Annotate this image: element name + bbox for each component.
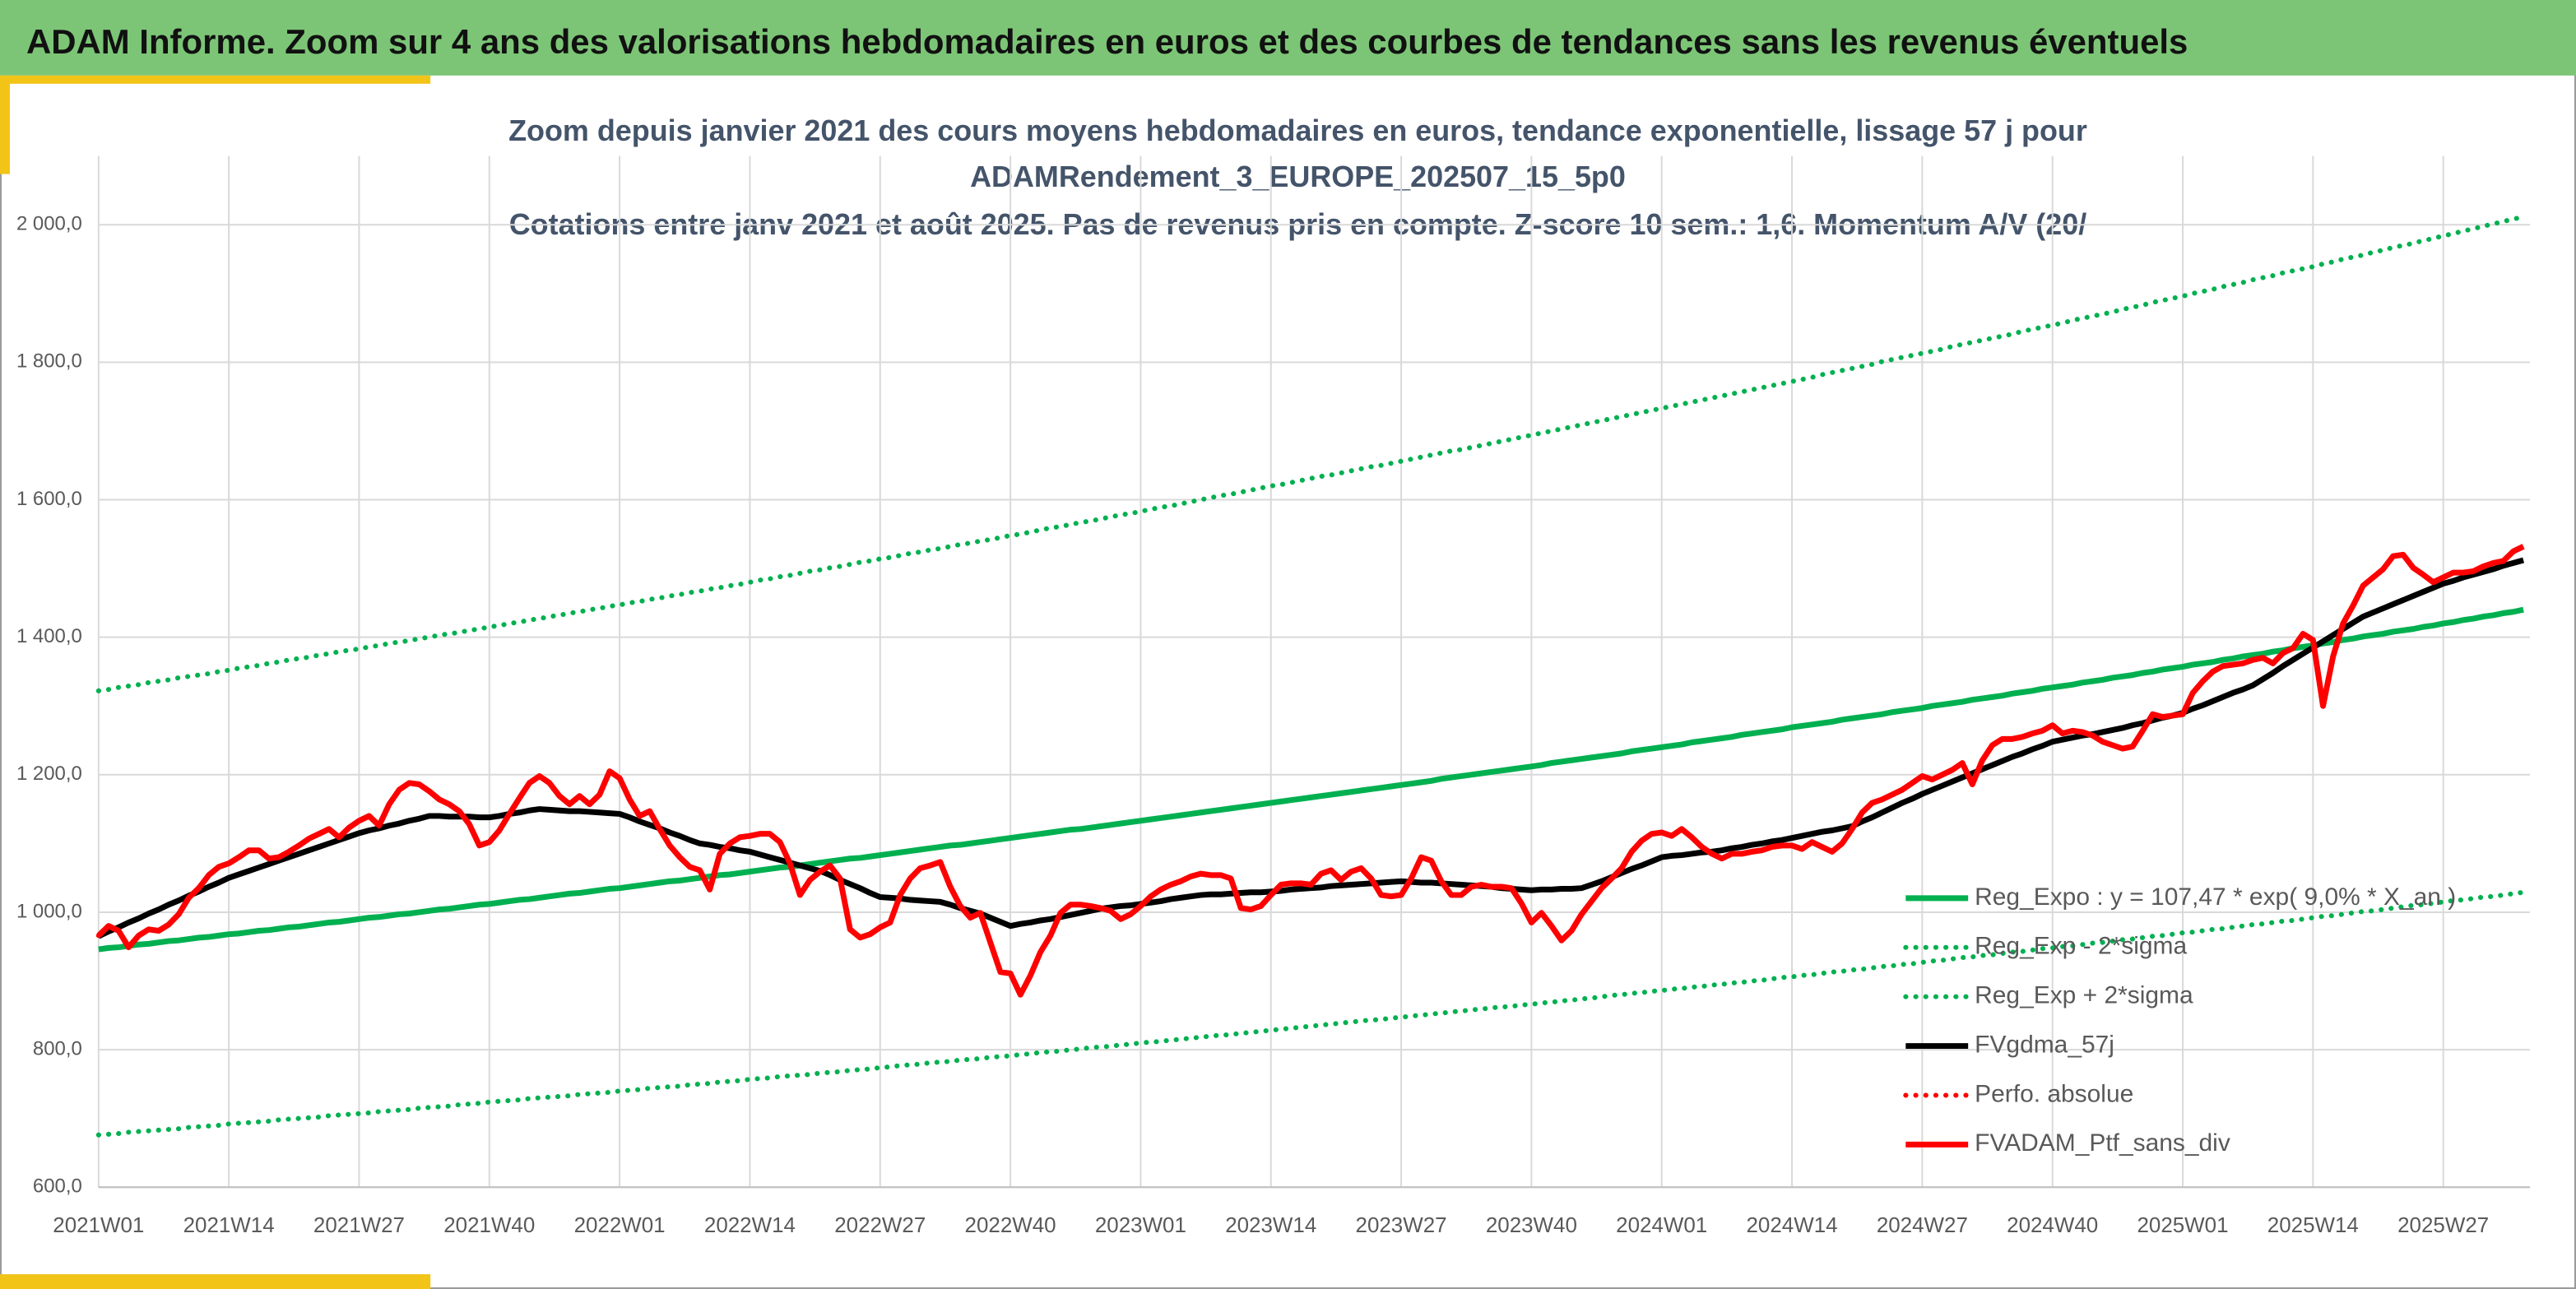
x-tick-label: 2023W27 [1356,1214,1447,1237]
legend-label: Reg_Exp - 2*sigma [1975,933,2187,960]
y-tick-label: 1 000,0 [16,900,82,922]
accent [0,75,431,84]
y-tick-label: 1 800,0 [16,350,82,373]
x-tick-label: 2025W01 [2137,1214,2228,1237]
legend-label: Reg_Exp + 2*sigma [1975,982,2193,1009]
x-tick-label: 2023W40 [1486,1214,1577,1237]
y-tick-label: 600,0 [33,1175,82,1198]
x-tick-label: 2024W40 [2007,1214,2098,1237]
x-tick-label: 2023W01 [1095,1214,1186,1237]
x-tick-label: 2023W14 [1225,1214,1316,1237]
x-tick-label: 2022W40 [965,1214,1056,1237]
x-tick-label: 2021W14 [183,1214,275,1237]
chart-title: Zoom depuis janvier 2021 des cours moyen… [508,114,2087,147]
series-line [96,544,2525,998]
series-line [98,606,2524,953]
series-line [97,557,2525,939]
x-tick-label: 2024W01 [1616,1214,1707,1237]
legend-label: Perfo. absolue [1975,1080,2133,1107]
x-tick-label: 2022W14 [704,1214,796,1237]
x-tick-label: 2024W14 [1747,1214,1838,1237]
y-tick-label: 1 200,0 [16,763,82,785]
y-tick-label: 800,0 [33,1037,82,1059]
x-tick-label: 2025W14 [2267,1214,2359,1237]
header-title: ADAM Informe. Zoom sur 4 ans des valoris… [26,22,2188,61]
x-tick-label: 2024W27 [1877,1214,1968,1237]
series-line [95,214,2527,693]
x-tick-label: 2021W27 [313,1214,405,1237]
legend-label: FVADAM_Ptf_sans_div [1975,1129,2230,1157]
y-tick-label: 1 600,0 [16,488,82,510]
y-tick-label: 1 400,0 [16,625,82,647]
y-tick-label: 2 000,0 [16,213,82,235]
x-tick-label: 2025W27 [2397,1214,2489,1237]
x-tick-label: 2021W40 [443,1214,535,1237]
chart-title: ADAMRendement_3_EUROPE_202507_15_5p0 [970,160,1626,193]
x-tick-label: 2022W27 [834,1214,926,1237]
x-tick-label: 2021W01 [53,1214,144,1237]
legend-label: FVgdma_57j [1975,1031,2114,1058]
x-tick-label: 2022W01 [574,1214,666,1237]
accent [0,75,10,174]
header-bar [0,0,2576,76]
legend-label: Reg_Expo : y = 107,47 * exp( 9,0% * X_an… [1975,883,2456,911]
accent [0,1274,431,1289]
